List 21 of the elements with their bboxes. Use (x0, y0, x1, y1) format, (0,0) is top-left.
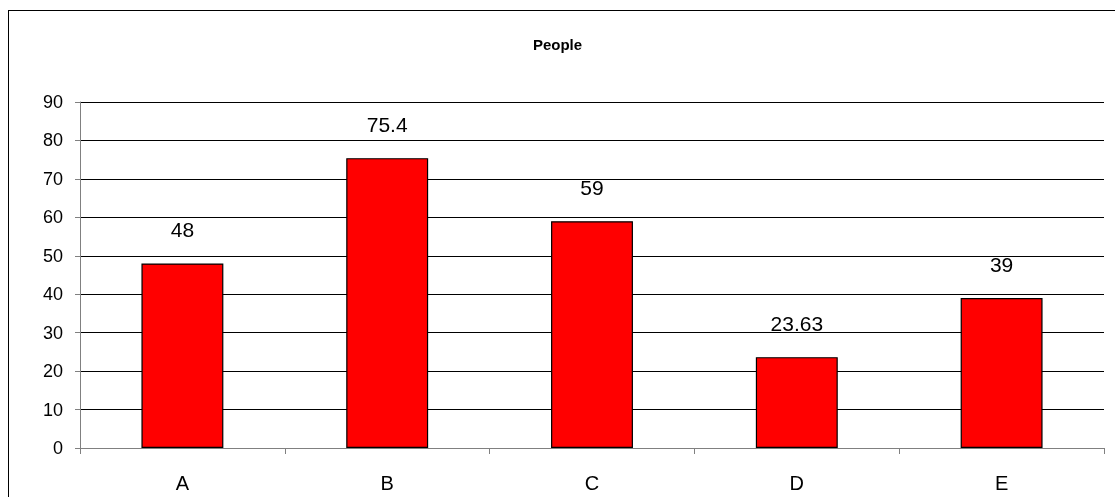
y-tick-label: 20 (42, 361, 63, 382)
y-tick-label: 30 (42, 322, 63, 343)
data-label: 75.4 (366, 113, 408, 137)
data-label: 23.63 (770, 312, 824, 336)
x-tick-label: D (789, 472, 805, 494)
x-tick-label: E (994, 472, 1009, 494)
chart-title: People (532, 36, 583, 53)
y-tick-label: 90 (42, 92, 63, 112)
y-tick-label: 40 (42, 284, 63, 305)
x-tick-label: C (584, 472, 600, 494)
y-tick-label: 80 (42, 130, 63, 151)
data-label: 48 (170, 218, 195, 242)
y-tick-label: 10 (42, 399, 63, 420)
data-label: 59 (580, 176, 604, 200)
y-tick-label: 60 (42, 207, 63, 228)
data-label: 39 (989, 253, 1014, 277)
y-tick-label: 70 (42, 168, 63, 189)
x-tick-label: B (380, 472, 394, 494)
y-tick-label: 0 (52, 438, 63, 458)
x-tick-label: A (175, 472, 190, 494)
y-tick-label: 50 (42, 245, 63, 266)
